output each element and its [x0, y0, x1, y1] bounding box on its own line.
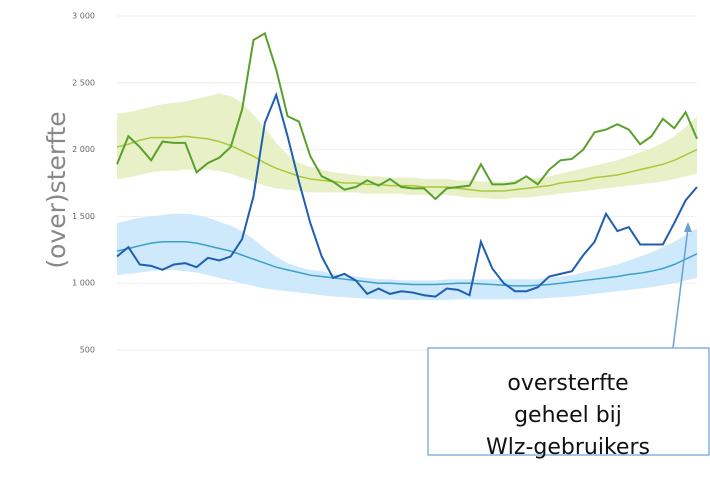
y-tick-label: 1 000: [72, 279, 95, 288]
line: [116, 31, 698, 201]
line: [116, 241, 698, 287]
y-tick-label: 1 500: [72, 212, 95, 221]
band: [117, 213, 697, 300]
y-axis-label: (over)sterfte: [42, 111, 71, 268]
y-tick-label: 3 000: [72, 12, 95, 21]
y-tick-label: 2 500: [72, 78, 95, 87]
annotation-line: geheel bij: [514, 403, 622, 428]
line: [116, 135, 698, 192]
annotation-box: [427, 347, 710, 456]
annotation-arrow: [672, 227, 689, 349]
y-tick-label: 2 000: [72, 145, 95, 154]
annotation-line: oversterfte: [507, 371, 628, 396]
annotation-line: Wlz-gebruikers: [486, 435, 650, 460]
line: [116, 91, 698, 298]
arrow-head: [684, 222, 692, 232]
y-tick-label: 500: [80, 346, 95, 355]
plot-area: 500 1 000 1 500 2 000 2 500 3 000: [72, 12, 698, 355]
band: [117, 93, 697, 200]
